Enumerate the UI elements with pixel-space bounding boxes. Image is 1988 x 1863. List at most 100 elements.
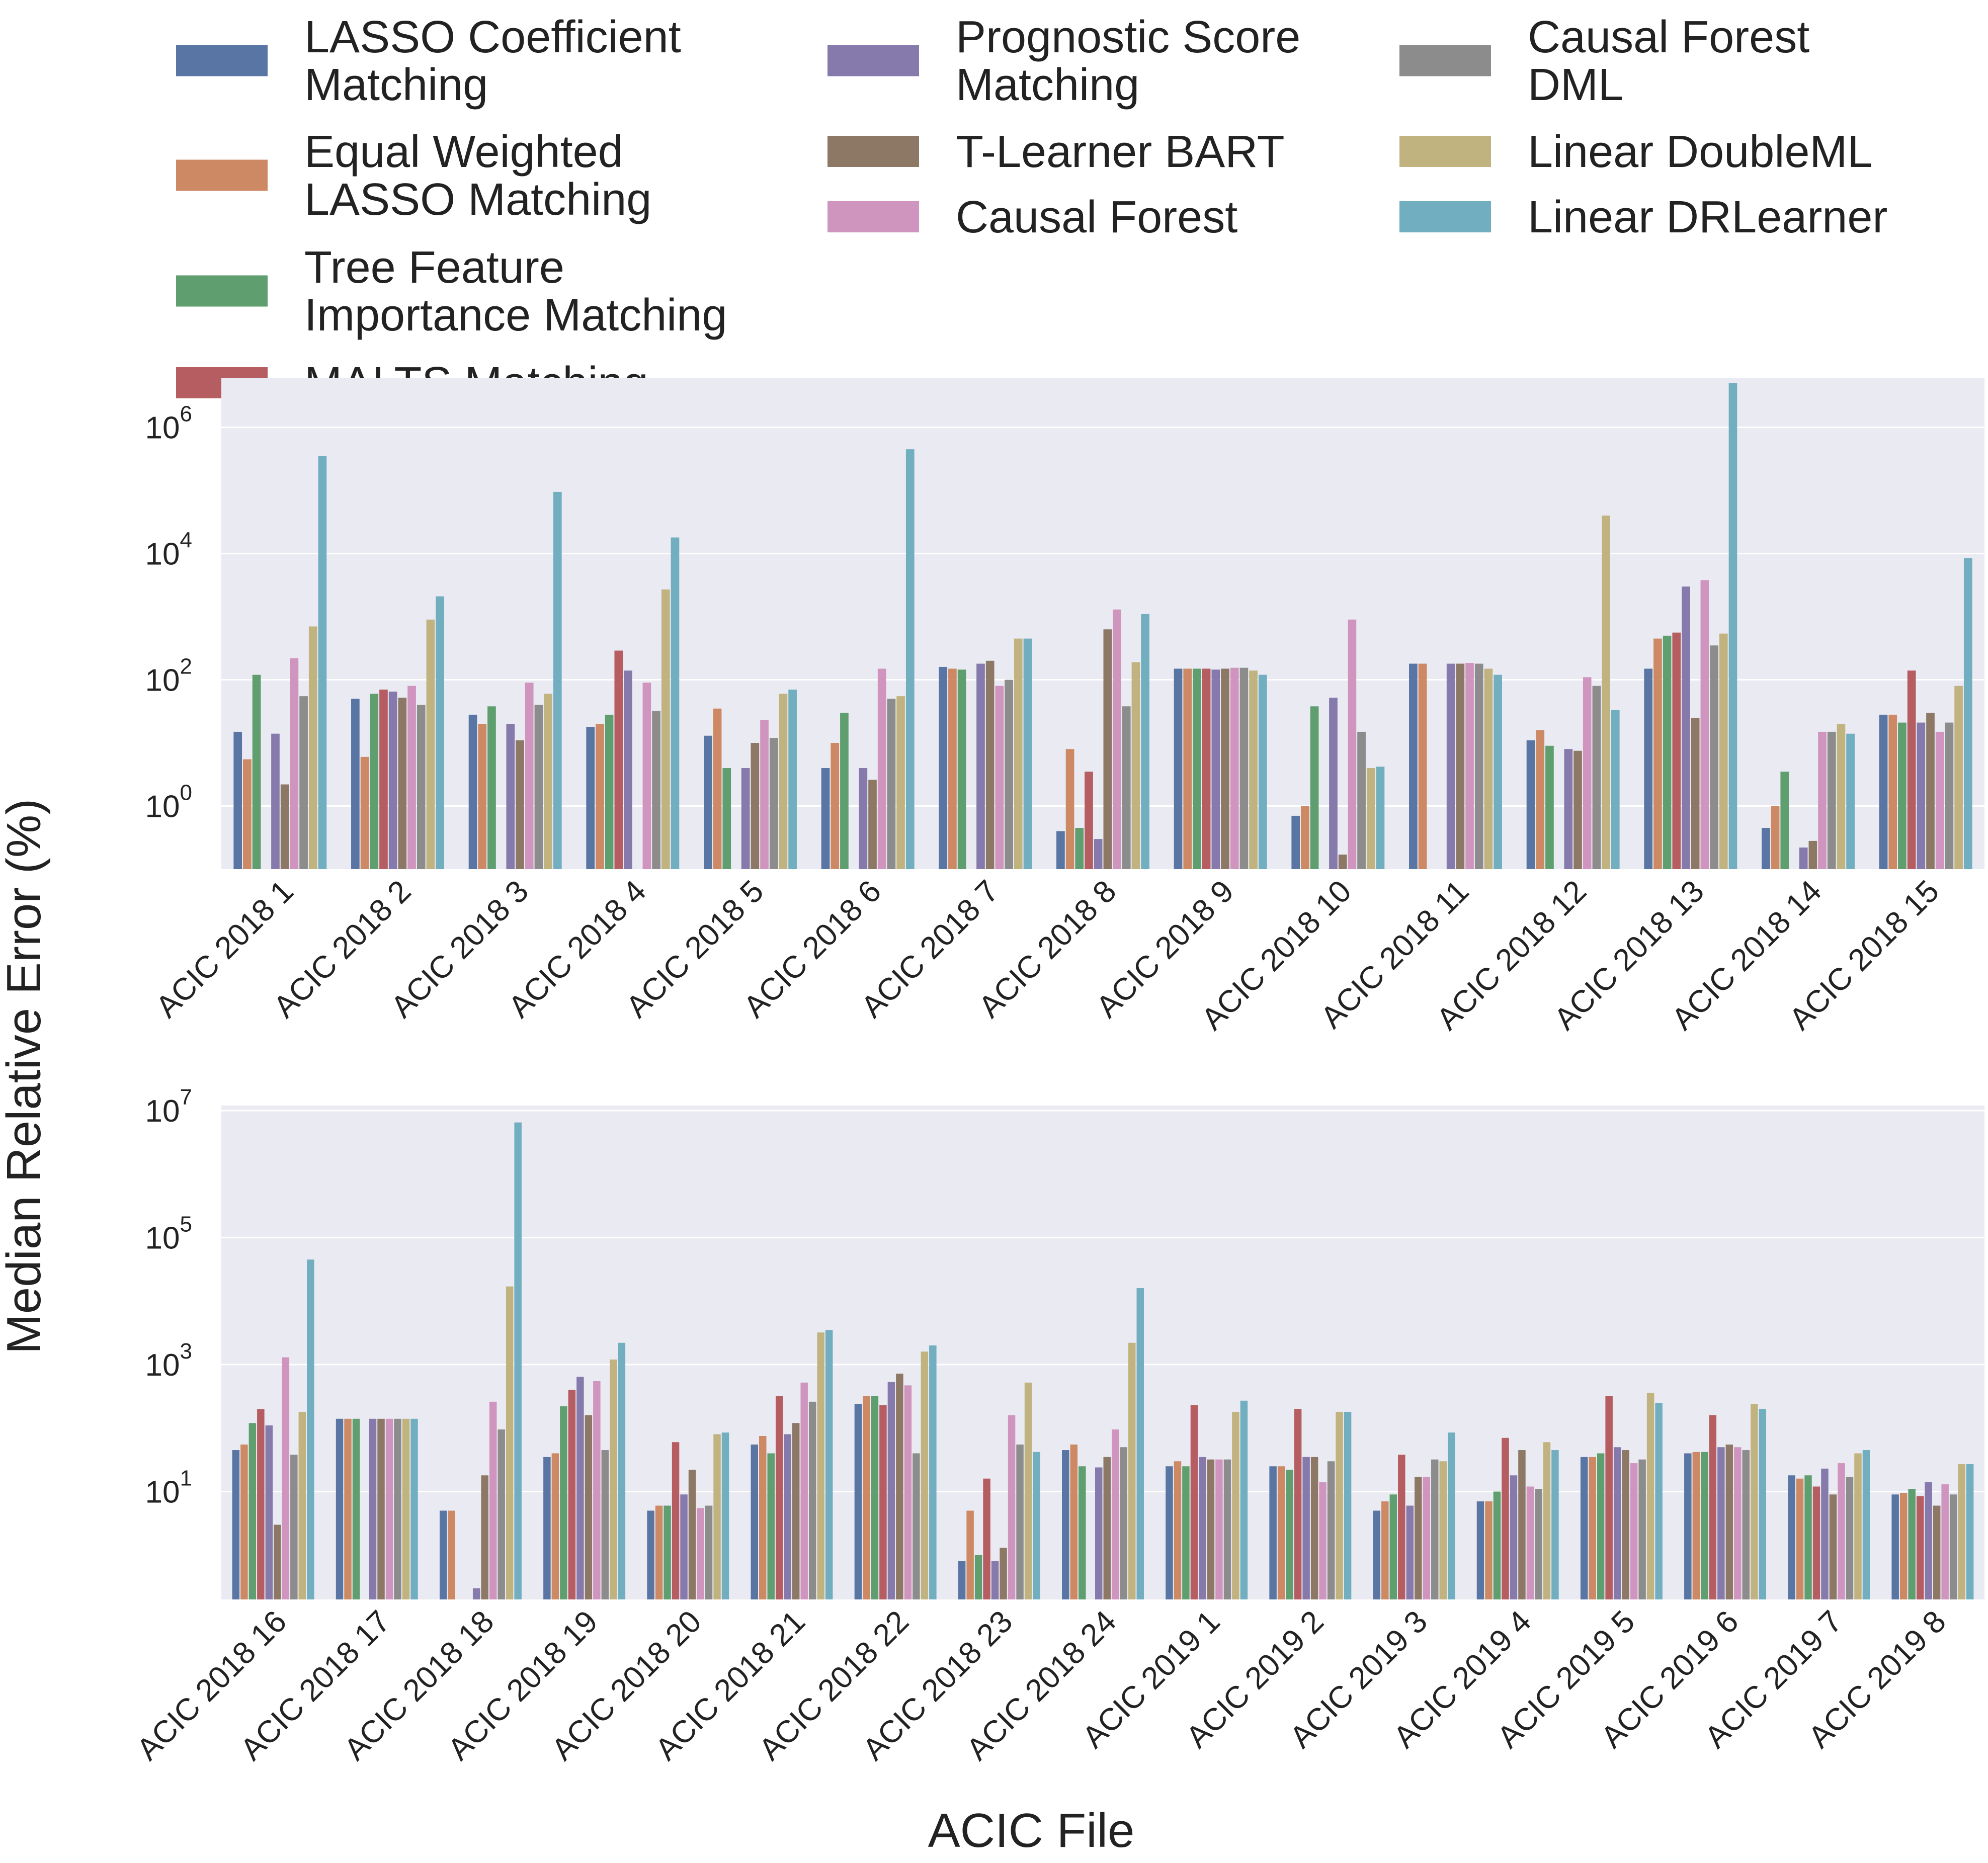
bar — [1065, 749, 1074, 869]
bar — [379, 689, 388, 869]
bar — [751, 1445, 758, 1599]
bar — [1925, 1482, 1932, 1599]
bar — [1415, 1477, 1422, 1599]
bar — [544, 694, 552, 869]
bar — [1788, 1475, 1795, 1599]
bar — [784, 1434, 791, 1599]
bar — [1014, 638, 1023, 869]
bar — [1357, 731, 1366, 869]
bar — [1128, 1342, 1136, 1599]
bar — [1592, 686, 1601, 869]
bar — [1580, 1457, 1588, 1599]
legend-label: T-Learner BART — [956, 127, 1285, 177]
bar — [1684, 1453, 1692, 1599]
bar — [1465, 663, 1474, 869]
bar — [1373, 1510, 1381, 1599]
bar — [939, 666, 948, 869]
bar — [983, 1478, 990, 1599]
bar — [568, 1390, 576, 1599]
bar — [1141, 614, 1149, 869]
bar — [1286, 1470, 1293, 1599]
bar — [352, 1418, 360, 1599]
bar — [877, 668, 886, 869]
legend-label: LASSO Coefficient Matching — [304, 12, 681, 110]
legend-label: Equal Weighted LASSO Matching — [304, 127, 651, 225]
bar — [1111, 1429, 1119, 1599]
bar — [1389, 1494, 1397, 1599]
bar — [948, 668, 957, 869]
bar — [1016, 1445, 1024, 1599]
bar — [792, 1423, 800, 1599]
bar — [1381, 1501, 1389, 1599]
bar — [1829, 1494, 1837, 1599]
bar — [713, 1434, 721, 1599]
bar — [1551, 1450, 1559, 1599]
bar — [514, 1122, 522, 1599]
bar — [1174, 668, 1183, 869]
bar — [299, 696, 308, 869]
bar — [534, 705, 543, 869]
bar — [1310, 1457, 1318, 1599]
legend-label: Linear DRLearner — [1528, 192, 1887, 242]
bar — [1085, 772, 1093, 869]
bar — [817, 1332, 824, 1599]
bar — [1277, 1466, 1285, 1599]
bar — [1638, 1459, 1646, 1599]
bar — [257, 1409, 265, 1599]
bar — [1780, 772, 1789, 869]
bar — [1182, 1466, 1190, 1599]
bar — [1672, 632, 1681, 869]
bar — [585, 1415, 593, 1599]
bar — [1207, 1459, 1215, 1599]
bar — [1439, 1461, 1447, 1599]
bar — [1854, 1453, 1862, 1599]
legend-swatch — [176, 159, 268, 191]
bar — [478, 724, 487, 869]
y-tick-label: 100 — [145, 781, 192, 824]
y-tick-label: 106 — [145, 402, 192, 446]
bar — [655, 1505, 663, 1599]
bar — [417, 705, 426, 869]
bar — [1717, 1447, 1725, 1599]
bar — [1329, 698, 1338, 869]
bar — [1630, 1463, 1638, 1599]
bar — [1728, 383, 1737, 869]
bar — [821, 768, 830, 869]
bar — [1211, 669, 1220, 869]
bar — [472, 1588, 480, 1599]
bar — [1120, 1447, 1127, 1599]
legend-swatch — [827, 45, 919, 76]
bar — [280, 784, 289, 869]
bar — [1493, 1491, 1501, 1599]
bar — [1602, 516, 1610, 869]
bar — [966, 1510, 974, 1599]
legend: LASSO Coefficient Matching Equal Weighted L… — [176, 12, 1887, 408]
bar — [1336, 1412, 1343, 1599]
bar — [1545, 745, 1554, 869]
bar — [1344, 1412, 1352, 1599]
bar — [1510, 1475, 1518, 1599]
bar — [1597, 1453, 1605, 1599]
bar — [1751, 1404, 1758, 1599]
bar — [410, 1418, 418, 1599]
bar — [1005, 680, 1013, 869]
bar — [1917, 722, 1926, 869]
bar — [1319, 1482, 1327, 1599]
bar — [1056, 831, 1065, 869]
bar — [976, 663, 985, 869]
bar — [1771, 806, 1780, 869]
bar — [1589, 1457, 1596, 1599]
bar — [1376, 767, 1385, 869]
bar — [1136, 1288, 1144, 1599]
bar — [298, 1412, 306, 1599]
bar — [775, 1396, 783, 1599]
bar — [1418, 663, 1427, 869]
y-tick-label: 104 — [145, 528, 192, 572]
bar — [1348, 619, 1357, 869]
bar — [1605, 1396, 1613, 1599]
legend-label: Prognostic Score Matching — [956, 12, 1300, 110]
x-axis-title: ACIC File — [928, 1804, 1135, 1857]
legend-label: Causal Forest — [956, 192, 1237, 242]
bar — [1821, 1468, 1829, 1599]
